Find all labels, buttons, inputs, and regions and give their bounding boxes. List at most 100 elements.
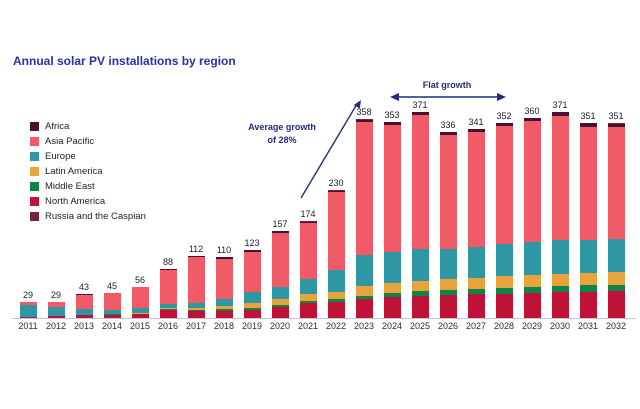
bar-segment — [299, 300, 317, 304]
bar-segment — [271, 231, 289, 233]
bar-stack — [103, 293, 121, 318]
x-axis-labels: 2011 2012 2013 2014 2015 2016 2017 2018 2019 2020… — [14, 321, 630, 331]
bar-segment — [551, 285, 569, 292]
bar-stack — [299, 221, 317, 318]
bar-segment — [271, 287, 289, 300]
bar-total-label: 360 — [524, 106, 540, 117]
legend-swatch — [30, 121, 39, 131]
legend-item: Africa — [30, 120, 146, 132]
bar-stack — [383, 122, 401, 318]
bar-segment — [47, 302, 65, 307]
bar-total-label: 351 — [580, 111, 596, 122]
bar-stack — [75, 294, 93, 318]
bar-segment — [523, 242, 541, 275]
bar-stack — [439, 131, 457, 318]
x-axis-tick-label: 2022 — [325, 321, 347, 331]
bar-segment — [551, 239, 569, 274]
bar-segment — [579, 273, 597, 286]
bar-segment — [215, 310, 233, 318]
bar-segment — [159, 309, 177, 318]
bar-total-label: 29 — [50, 289, 61, 300]
bar-column: 360 — [518, 107, 546, 318]
bar-stack — [327, 190, 345, 318]
bar-column: 56 — [126, 275, 154, 318]
x-axis-tick-label: 2032 — [605, 321, 627, 331]
bar-segment — [579, 239, 597, 274]
bar-segment — [383, 293, 401, 298]
legend-swatch — [30, 181, 39, 191]
bar-segment — [355, 121, 373, 255]
bar-segment — [607, 238, 625, 273]
bar-column: 371 — [546, 101, 574, 318]
bar-segment — [467, 289, 485, 295]
bar-segment — [495, 122, 513, 126]
legend-label: Latin America — [45, 165, 103, 177]
bar-segment — [579, 285, 597, 292]
bar-segment — [467, 278, 485, 290]
legend-item: North America — [30, 196, 146, 207]
bar-segment — [607, 284, 625, 292]
bar-segment — [439, 134, 457, 249]
x-axis-tick-label: 2026 — [437, 321, 459, 331]
bar-stack — [159, 269, 177, 318]
bar-segment — [243, 308, 261, 310]
bar-total-label: 88 — [162, 257, 173, 268]
bar-total-label: 371 — [552, 100, 568, 111]
bar-segment — [607, 291, 625, 318]
x-axis-tick-label: 2024 — [381, 321, 403, 331]
bar-segment — [467, 294, 485, 318]
bar-column: 371 — [406, 101, 434, 318]
bar-total-label: 351 — [608, 111, 624, 122]
bar-stack — [131, 286, 149, 318]
bar-stack — [607, 123, 625, 318]
bar-segment — [47, 306, 65, 316]
legend-swatch — [30, 166, 39, 176]
bar-segment — [131, 313, 149, 318]
bar-segment — [187, 310, 205, 311]
bar-segment — [243, 303, 261, 309]
x-axis-tick-label: 2029 — [521, 321, 543, 331]
bar-segment — [159, 303, 177, 308]
bar-column: 29 — [14, 290, 42, 318]
bar-segment — [243, 250, 261, 252]
bar-segment — [439, 294, 457, 318]
bar-segment — [439, 279, 457, 290]
bar-stack — [411, 112, 429, 318]
bar-segment — [131, 308, 149, 313]
x-axis-tick-label: 2018 — [213, 321, 235, 331]
bar-segment — [411, 280, 429, 292]
bar-segment — [411, 114, 429, 249]
bar-column: 45 — [98, 282, 126, 318]
bar-segment — [75, 309, 93, 315]
bar-segment — [131, 312, 149, 314]
legend-swatch — [30, 196, 39, 206]
bar-segment — [75, 315, 93, 318]
bar-segment — [355, 254, 373, 287]
legend-label: Africa — [45, 120, 70, 132]
bars-row: 29 29 43 45 56 88 112 110 123 157 174 230 358 353 371 3… — [14, 96, 630, 318]
bar-segment — [299, 303, 317, 318]
bar-segment — [187, 302, 205, 308]
bar-stack — [495, 122, 513, 318]
bar-segment — [103, 309, 121, 314]
legend-label: Europe — [45, 150, 76, 162]
bar-segment — [187, 256, 205, 303]
bar-segment — [579, 291, 597, 318]
bar-segment — [271, 232, 289, 288]
bar-segment — [523, 274, 541, 287]
bar-stack — [271, 230, 289, 318]
x-axis-tick-label: 2021 — [297, 321, 319, 331]
bar-segment — [159, 269, 177, 304]
bar-column: 352 — [490, 111, 518, 318]
bar-segment — [299, 294, 317, 301]
bar-stack — [187, 255, 205, 318]
bar-stack — [243, 249, 261, 318]
bar-segment — [355, 286, 373, 296]
bar-segment — [467, 128, 485, 132]
x-axis-tick-label: 2031 — [577, 321, 599, 331]
bar-segment — [495, 288, 513, 294]
bar-segment — [215, 309, 233, 311]
bar-segment — [19, 302, 37, 306]
bar-segment — [103, 313, 121, 315]
bar-segment — [523, 118, 541, 122]
